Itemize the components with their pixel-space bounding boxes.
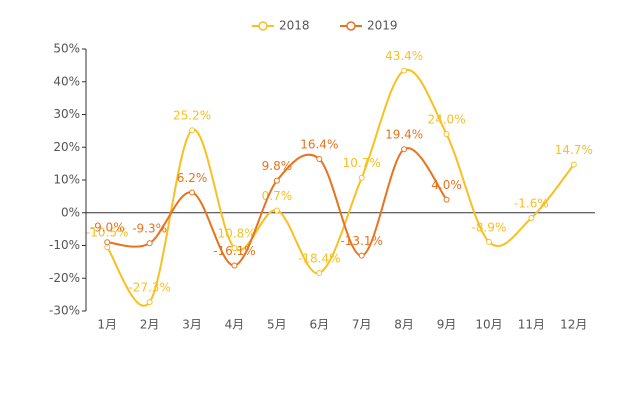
y-tick-label: -30%	[49, 304, 80, 318]
x-tick-label: 10月	[475, 318, 502, 332]
x-tick-label: 2月	[140, 318, 160, 332]
x-tick-label: 5月	[267, 318, 287, 332]
point	[273, 177, 280, 184]
data-label: 10.7%	[343, 156, 381, 170]
data-label: 9.8%	[262, 159, 293, 173]
y-tick-label: 20%	[53, 140, 80, 154]
point	[443, 196, 450, 203]
y-tick-label: 10%	[53, 173, 80, 187]
point	[358, 252, 365, 259]
point	[146, 240, 153, 247]
legend-marker	[346, 21, 356, 31]
data-label: -9.0%	[90, 221, 125, 235]
series-line	[106, 68, 575, 307]
point	[231, 245, 238, 252]
y-tick-label: -20%	[49, 271, 80, 285]
legend-label: 2018	[279, 19, 310, 33]
x-tick-label: 4月	[225, 318, 245, 332]
point	[104, 239, 111, 246]
data-label: 25.2%	[173, 109, 211, 123]
data-label: -1.6%	[514, 196, 549, 210]
x-tick-label: 7月	[352, 318, 372, 332]
x-tick-label: 12月	[560, 318, 587, 332]
x-tick-label: 3月	[182, 318, 202, 332]
y-tick-label: 40%	[53, 74, 80, 88]
x-tick-label: 1月	[97, 318, 117, 332]
x-tick-label: 9月	[437, 318, 457, 332]
y-tick-label: -10%	[49, 238, 80, 252]
data-label: 43.4%	[385, 49, 423, 63]
point	[401, 146, 408, 153]
data-label: -10.8%	[213, 227, 255, 241]
data-label: 14.7%	[555, 143, 593, 157]
data-label: -16.1%	[213, 244, 255, 258]
data-label: 16.4%	[300, 138, 338, 152]
data-label: 19.4%	[385, 128, 423, 142]
point	[485, 238, 492, 245]
x-tick-label: 6月	[309, 318, 329, 332]
y-tick-label: 30%	[53, 107, 80, 121]
point	[401, 67, 408, 74]
point	[273, 207, 280, 214]
point	[104, 244, 111, 251]
point	[231, 262, 238, 269]
data-label: -10.5%	[86, 226, 128, 240]
legend-label: 2019	[367, 19, 398, 33]
legend-marker	[258, 21, 268, 31]
data-label: 6.2%	[177, 171, 208, 185]
point	[528, 214, 535, 221]
data-label: -18.4%	[298, 252, 340, 266]
x-tick-label: 8月	[394, 318, 414, 332]
data-label: -27.3%	[128, 281, 170, 295]
y-tick-label: 0%	[61, 205, 80, 219]
point	[570, 161, 577, 168]
point	[146, 299, 153, 306]
point	[316, 270, 323, 277]
data-label: -13.1%	[340, 234, 382, 248]
point	[443, 131, 450, 138]
point	[189, 189, 196, 196]
point	[316, 156, 323, 163]
data-label: -8.9%	[472, 220, 507, 234]
point	[358, 174, 365, 181]
data-label: -9.3%	[132, 222, 167, 236]
y-tick-label: 50%	[53, 42, 80, 56]
x-tick-label: 11月	[518, 318, 545, 332]
data-label: 4.0%	[431, 178, 462, 192]
data-label: 24.0%	[427, 113, 465, 127]
point	[189, 127, 196, 134]
